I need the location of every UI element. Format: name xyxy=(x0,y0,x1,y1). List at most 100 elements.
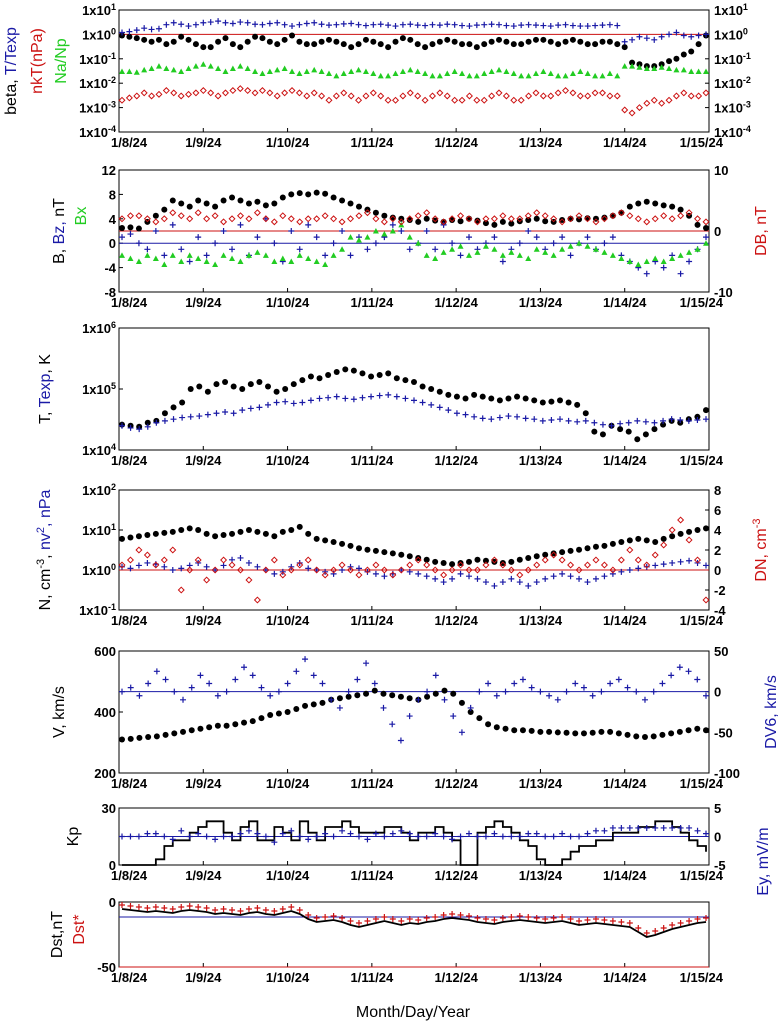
x-tick-label: 1/9/24 xyxy=(185,970,222,985)
ey-point xyxy=(559,830,566,837)
v-point xyxy=(441,687,448,694)
db-point xyxy=(558,218,566,226)
bx-point xyxy=(474,249,481,255)
t-point xyxy=(325,371,332,378)
ey-point xyxy=(592,827,599,834)
n-point xyxy=(609,540,616,547)
beta-point xyxy=(170,38,177,45)
nanp-point xyxy=(466,72,473,79)
nanp-point xyxy=(621,63,628,69)
nkt-point xyxy=(332,92,340,100)
dst-point xyxy=(440,912,447,918)
dn-point xyxy=(347,566,355,574)
bx-point xyxy=(643,258,650,264)
dv6-point xyxy=(188,684,195,691)
dn-point xyxy=(177,586,185,594)
nkt-point xyxy=(488,92,496,100)
dv6-point xyxy=(607,680,614,687)
dv6-point xyxy=(519,676,526,683)
nv2-point xyxy=(567,573,574,580)
dst-point xyxy=(296,907,303,913)
y-right-tick-label: 0 xyxy=(714,830,721,845)
ttexp-point xyxy=(266,20,273,27)
y-axis-label: beta, T/Texp xyxy=(3,27,20,115)
texp-point xyxy=(333,393,340,400)
series-v xyxy=(119,687,709,743)
b-point xyxy=(203,200,210,207)
beta-point xyxy=(577,38,584,45)
beta-point xyxy=(422,44,429,51)
bz-point xyxy=(609,234,616,241)
v-point xyxy=(171,730,178,737)
nv2-point xyxy=(499,579,506,586)
nkt-point xyxy=(458,96,466,104)
nanp-point xyxy=(266,68,273,75)
bz-point xyxy=(466,234,473,241)
n-point xyxy=(296,523,303,530)
bz-point xyxy=(584,234,591,241)
x-tick-label: 1/12/24 xyxy=(434,135,478,150)
nv2-point xyxy=(525,582,532,589)
dv6-point xyxy=(389,721,396,728)
nkt-point xyxy=(591,89,599,97)
bx-point xyxy=(542,249,549,255)
nv2-point xyxy=(474,575,481,582)
y-tick-label: 0 xyxy=(109,858,116,873)
nkt-point xyxy=(436,89,444,97)
ey-point xyxy=(245,827,252,834)
ey-point xyxy=(339,827,346,834)
nv2-point xyxy=(703,562,709,569)
bx-point xyxy=(313,258,320,264)
ttexp-point xyxy=(451,21,458,28)
nanp-point xyxy=(385,72,392,79)
x-tick-label: 1/14/24 xyxy=(603,970,647,985)
nanp-point xyxy=(119,68,125,75)
nkt-point xyxy=(672,92,680,100)
x-tick-label: 1/8/24 xyxy=(111,295,148,310)
y-tick-label: 1x104 xyxy=(82,442,116,458)
texp-point xyxy=(634,417,641,424)
bx-point xyxy=(694,246,701,252)
ttexp-point xyxy=(422,22,429,29)
n-point xyxy=(195,527,202,533)
bz-point xyxy=(703,234,709,241)
nv2-point xyxy=(576,575,583,582)
bz-point xyxy=(271,240,278,247)
bx-point xyxy=(584,243,591,249)
ttexp-point xyxy=(429,21,436,28)
ey-point xyxy=(178,827,185,834)
nkt-point xyxy=(406,89,414,97)
b-point xyxy=(212,203,219,210)
ttexp-point xyxy=(621,38,628,45)
n-point xyxy=(279,528,286,535)
v-point xyxy=(127,735,134,742)
ttexp-point xyxy=(126,28,133,35)
bx-point xyxy=(212,261,219,268)
dn-point xyxy=(380,566,388,574)
n-point xyxy=(482,557,489,564)
b-point xyxy=(652,200,659,207)
dn-point xyxy=(270,556,278,564)
bx-point xyxy=(703,240,709,246)
nv2-point xyxy=(372,570,379,577)
dst-point xyxy=(491,917,498,923)
b-point xyxy=(677,206,684,213)
nanp-point xyxy=(688,68,695,75)
bx-point xyxy=(254,249,261,255)
v-point xyxy=(371,687,378,694)
nkt-point xyxy=(539,92,547,100)
dst-point xyxy=(195,904,202,910)
db-point xyxy=(677,212,685,220)
n-point xyxy=(660,535,667,542)
t-point xyxy=(479,393,486,400)
dst-point xyxy=(652,928,659,934)
y-right-tick-label: -2 xyxy=(714,583,726,598)
t-point xyxy=(514,393,521,400)
t-point xyxy=(471,391,478,398)
v-point xyxy=(703,727,709,734)
texp-point xyxy=(582,417,589,424)
texp-point xyxy=(385,391,392,398)
dst-point xyxy=(533,915,540,921)
beta-point xyxy=(658,61,665,68)
